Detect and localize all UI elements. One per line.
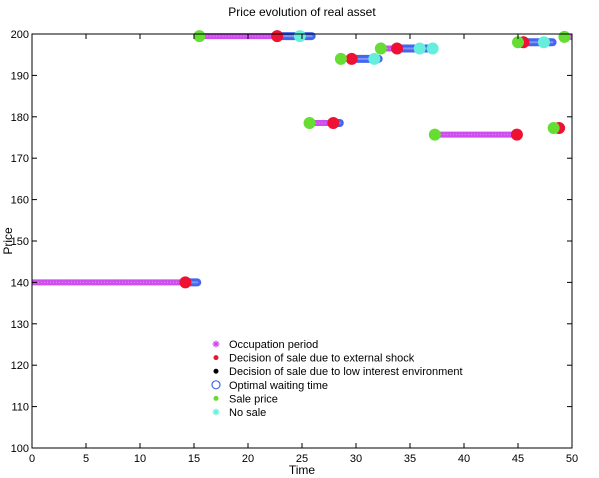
sale-price-point xyxy=(428,128,441,141)
y-tick-label: 160 xyxy=(11,195,29,207)
y-tick-label: 110 xyxy=(11,402,29,414)
legend-label: No sale xyxy=(229,407,266,419)
sale-price-point xyxy=(547,121,560,134)
y-tick-label: 190 xyxy=(11,70,29,82)
x-tick-label: 45 xyxy=(512,453,524,465)
no-sale-point xyxy=(426,42,439,55)
legend-label: Decision of sale due to external shock xyxy=(229,353,415,365)
legend-label: Decision of sale due to low interest env… xyxy=(229,366,463,378)
x-tick-label: 25 xyxy=(296,453,308,465)
x-tick-label: 10 xyxy=(134,453,146,465)
y-tick-label: 100 xyxy=(11,443,29,455)
sale-price-point xyxy=(193,30,206,43)
sale-price-point xyxy=(558,30,571,43)
x-tick-label: 0 xyxy=(29,453,35,465)
legend-item-occupation: Occupation period xyxy=(212,339,318,351)
y-axis-label: Price xyxy=(1,227,15,255)
external-shock-point xyxy=(345,52,358,65)
y-tick-label: 180 xyxy=(11,112,29,124)
legend-marker-circle xyxy=(211,380,221,390)
no-sale-point xyxy=(293,30,306,43)
legend-marker-dot xyxy=(213,395,219,401)
legend-marker-asterisk xyxy=(212,408,220,416)
y-tick-label: 130 xyxy=(11,319,29,331)
x-tick-label: 50 xyxy=(566,453,578,465)
legend-item-external-shock: Decision of sale due to external shock xyxy=(213,353,415,365)
legend-item-no-sale: No sale xyxy=(212,407,266,419)
legend-marker-dot xyxy=(213,368,219,374)
external-shock-point xyxy=(271,30,284,43)
x-tick-label: 35 xyxy=(404,453,416,465)
sale-price-point xyxy=(303,117,316,130)
y-tick-label: 120 xyxy=(11,360,29,372)
x-tick-label: 30 xyxy=(350,453,362,465)
sale-price-point xyxy=(512,36,524,49)
no-sale-point xyxy=(537,36,550,49)
x-tick-label: 15 xyxy=(188,453,200,465)
y-tick-label: 150 xyxy=(11,236,29,248)
sale-price-point xyxy=(334,52,347,65)
legend-marker-dot xyxy=(213,355,219,361)
legend-item-optimal-waiting: Optimal waiting time xyxy=(211,380,328,392)
plot-area xyxy=(32,30,572,289)
legend-label: Occupation period xyxy=(229,339,318,351)
y-tick-label: 200 xyxy=(11,29,29,41)
legend-item-low-interest: Decision of sale due to low interest env… xyxy=(213,366,463,378)
sale-price-point xyxy=(374,42,387,55)
legend-label: Sale price xyxy=(229,393,278,405)
x-tick-label: 20 xyxy=(242,453,254,465)
x-tick-label: 5 xyxy=(83,453,89,465)
legend-marker-asterisk xyxy=(212,340,220,348)
external-shock-point xyxy=(327,117,340,130)
x-tick-label: 40 xyxy=(458,453,470,465)
external-shock-point xyxy=(510,128,523,141)
legend-marker-asterisk-stroke xyxy=(213,341,219,347)
chart-title: Price evolution of real asset xyxy=(228,5,376,19)
axes: 0 5 10 15 20 25 30 35 40 45 50 100 110 120 130 140 150 16… xyxy=(11,29,578,465)
legend: Occupation period Decision of sale due to… xyxy=(211,339,463,419)
no-sale-point xyxy=(413,42,426,55)
legend-item-sale-price: Sale price xyxy=(213,393,278,405)
legend-marker-asterisk-stroke xyxy=(213,409,219,415)
legend-label: Optimal waiting time xyxy=(229,380,328,392)
external-shock-point xyxy=(391,42,404,55)
y-tick-label: 170 xyxy=(11,153,29,165)
x-axis-label: Time xyxy=(289,463,316,477)
external-shock-point xyxy=(179,276,192,289)
y-tick-label: 140 xyxy=(11,277,29,289)
no-sale-point xyxy=(368,52,381,65)
